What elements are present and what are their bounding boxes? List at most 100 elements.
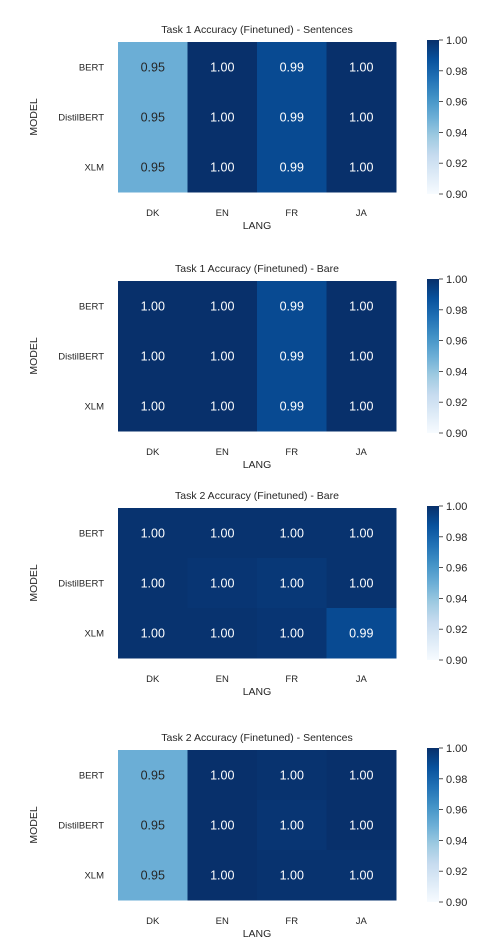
heatmap-cell — [118, 800, 188, 851]
heatmap-cell — [187, 850, 258, 901]
cell-value-label: 1.00 — [349, 527, 373, 541]
heatmap-cell — [187, 142, 258, 193]
cell-value-label: 1.00 — [349, 400, 373, 414]
cell-value-label: 1.00 — [141, 577, 165, 591]
cell-value-label: 1.00 — [141, 400, 165, 414]
cell-value-label: 1.00 — [280, 577, 304, 591]
heatmap-cell — [326, 42, 397, 93]
cell-value-label: 0.95 — [141, 819, 165, 833]
colorbar-tick-label: 0.90 — [446, 655, 467, 667]
x-tick-label: DK — [146, 674, 160, 685]
x-axis-label: LANG — [243, 220, 272, 232]
cell-value-label: 1.00 — [280, 627, 304, 641]
y-tick-label: XLM — [84, 871, 104, 882]
y-tick-label: XLM — [84, 163, 104, 174]
y-axis-label: MODEL — [28, 98, 40, 136]
cell-value-label: 1.00 — [210, 819, 234, 833]
cell-value-label: 1.00 — [210, 161, 234, 175]
heatmap-cell — [118, 381, 188, 432]
heatmap-cell — [118, 850, 188, 901]
cell-value-label: 1.00 — [141, 627, 165, 641]
heatmap-cell — [118, 281, 188, 332]
cell-value-label: 1.00 — [141, 350, 165, 364]
cell-value-label: 0.95 — [141, 111, 165, 125]
x-tick-label: DK — [146, 447, 160, 458]
heatmap-panel-4: Task 2 Accuracy (Finetuned) - Sentences 0… — [28, 732, 467, 940]
colorbar-tick-label: 0.94 — [446, 366, 467, 378]
heatmap-panel-3: Task 2 Accuracy (Finetuned) - Bare 1.00 1.… — [28, 490, 467, 698]
colorbar-tick-label: 0.90 — [446, 428, 467, 440]
heatmap-cell — [257, 92, 327, 143]
colorbar — [427, 506, 439, 660]
chart-title: Task 2 Accuracy (Finetuned) - Sentences — [161, 732, 352, 744]
x-tick-label: EN — [216, 916, 229, 927]
heatmap-cell — [326, 558, 397, 609]
x-tick-label: JA — [356, 208, 368, 219]
colorbar-tick-label: 0.94 — [446, 593, 467, 605]
heatmap-cell — [118, 92, 188, 143]
cell-value-label: 0.99 — [349, 627, 373, 641]
heatmap-cell — [326, 281, 397, 332]
heatmap-cell — [326, 608, 397, 659]
cell-value-label: 1.00 — [349, 300, 373, 314]
y-axis-label: MODEL — [28, 564, 40, 602]
cell-value-label: 1.00 — [141, 300, 165, 314]
heatmap-cell — [326, 142, 397, 193]
heatmap-cell — [187, 42, 258, 93]
x-tick-label: EN — [216, 447, 229, 458]
heatmap-cell — [257, 142, 327, 193]
chart-title: Task 1 Accuracy (Finetuned) - Sentences — [161, 24, 352, 36]
x-tick-label: JA — [356, 674, 368, 685]
cell-value-label: 1.00 — [210, 769, 234, 783]
colorbar-tick-label: 1.00 — [446, 274, 467, 286]
y-tick-label: DistilBERT — [58, 821, 104, 832]
heatmap-cell — [118, 331, 188, 382]
cell-value-label: 1.00 — [210, 111, 234, 125]
y-axis-label: MODEL — [28, 806, 40, 844]
colorbar-tick-label: 0.90 — [446, 189, 467, 201]
colorbar-tick-label: 0.96 — [446, 805, 467, 817]
colorbar-tick-label: 0.92 — [446, 624, 467, 636]
cell-value-label: 1.00 — [349, 869, 373, 883]
cell-value-label: 0.99 — [280, 400, 304, 414]
cell-value-label: 1.00 — [141, 527, 165, 541]
cell-value-label: 1.00 — [210, 400, 234, 414]
y-tick-label: DistilBERT — [58, 113, 104, 124]
heatmap-cell — [118, 508, 188, 559]
cell-value-label: 1.00 — [280, 769, 304, 783]
heatmap-cell — [187, 750, 258, 801]
x-tick-label: FR — [285, 674, 298, 685]
heatmap-cell — [257, 558, 327, 609]
y-tick-label: BERT — [79, 529, 104, 540]
cell-value-label: 1.00 — [210, 350, 234, 364]
cell-value-label: 0.95 — [141, 61, 165, 75]
cell-value-label: 1.00 — [349, 577, 373, 591]
colorbar-tick-label: 0.96 — [446, 97, 467, 109]
x-tick-label: EN — [216, 674, 229, 685]
heatmap-panel-1: Task 1 Accuracy (Finetuned) - Sentences 0… — [28, 24, 467, 232]
colorbar-tick-label: 0.92 — [446, 158, 467, 170]
heatmap-cell — [257, 42, 327, 93]
cell-value-label: 1.00 — [349, 111, 373, 125]
heatmap-cell — [326, 508, 397, 559]
colorbar-tick-label: 0.96 — [446, 563, 467, 575]
heatmap-cell — [118, 558, 188, 609]
heatmap-cell — [118, 608, 188, 659]
cell-value-label: 1.00 — [280, 819, 304, 833]
heatmap-cell — [187, 608, 258, 659]
y-tick-label: XLM — [84, 629, 104, 640]
heatmap-cell — [187, 800, 258, 851]
colorbar-tick-label: 0.98 — [446, 66, 467, 78]
heatmap-cell — [187, 558, 258, 609]
heatmap-cell — [257, 750, 327, 801]
heatmap-cell — [326, 381, 397, 432]
heatmap-cell — [326, 331, 397, 382]
x-tick-label: JA — [356, 447, 368, 458]
cell-value-label: 0.99 — [280, 300, 304, 314]
heatmap-cell — [187, 281, 258, 332]
x-axis-label: LANG — [243, 686, 272, 698]
colorbar-tick-label: 0.90 — [446, 897, 467, 909]
y-tick-label: DistilBERT — [58, 352, 104, 363]
y-tick-label: BERT — [79, 63, 104, 74]
cell-value-label: 0.99 — [280, 161, 304, 175]
